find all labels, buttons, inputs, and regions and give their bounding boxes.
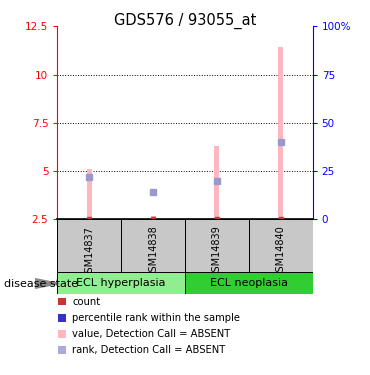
Text: disease state: disease state (4, 279, 78, 289)
Text: ECL hyperplasia: ECL hyperplasia (77, 278, 166, 288)
Bar (278, 48, 283, 219)
Bar (121, 219, 185, 272)
Text: GDS576 / 93055_at: GDS576 / 93055_at (114, 13, 256, 29)
Bar (58, 314, 66, 321)
Bar (57, 272, 185, 294)
Bar (87, 169, 92, 219)
Text: count: count (72, 297, 100, 307)
Bar (214, 146, 219, 219)
Polygon shape (35, 279, 59, 288)
Text: GSM14837: GSM14837 (84, 226, 94, 279)
Text: percentile rank within the sample: percentile rank within the sample (72, 313, 240, 323)
Bar (58, 330, 66, 338)
Bar (185, 219, 249, 272)
Bar (249, 219, 313, 272)
Text: GSM14839: GSM14839 (212, 226, 222, 278)
Bar (57, 219, 121, 272)
Text: value, Detection Call = ABSENT: value, Detection Call = ABSENT (72, 329, 231, 339)
Bar (58, 346, 66, 354)
Text: GSM14838: GSM14838 (148, 226, 158, 278)
Text: GSM14840: GSM14840 (276, 226, 286, 278)
Bar (185, 272, 313, 294)
Text: rank, Detection Call = ABSENT: rank, Detection Call = ABSENT (72, 345, 225, 355)
Bar (151, 216, 156, 219)
Bar (58, 298, 66, 305)
Text: ECL neoplasia: ECL neoplasia (210, 278, 288, 288)
